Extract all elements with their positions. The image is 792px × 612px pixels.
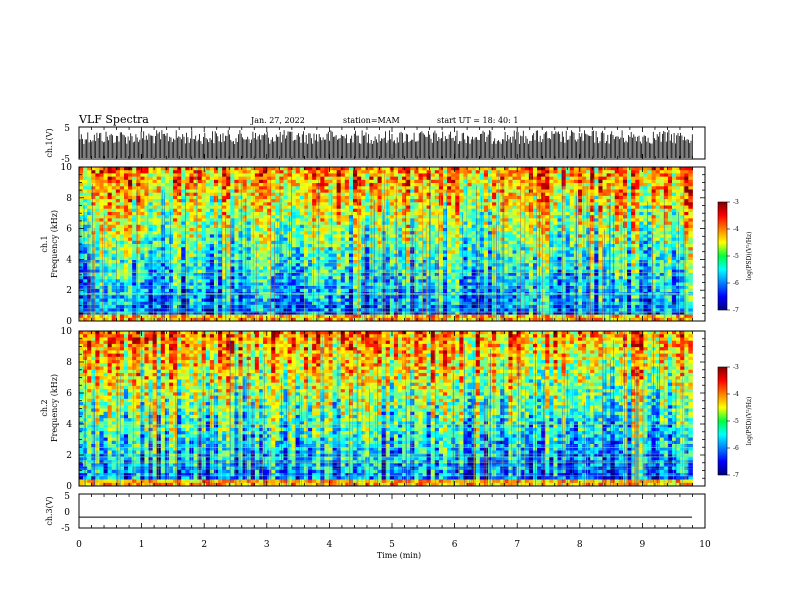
ch1-spectrogram-ticks [78, 166, 706, 322]
ch2-spectrogram-ytick-1: 2 [66, 451, 72, 461]
ch2-spectrogram-ytick-2: 4 [66, 420, 72, 430]
ch1-colorbar-tick-3: -6 [733, 280, 739, 287]
start-ut-label: start UT = 18: 40: 1 [437, 116, 518, 125]
ch2-spectrogram-ytick-3: 6 [66, 389, 72, 399]
time-axis-label: Time (min) [377, 551, 421, 560]
time-axis-tick-4: 4 [327, 540, 333, 550]
ch1-waveform-ticks [78, 127, 706, 159]
ch2-colorbar-tick-3: -6 [733, 445, 739, 452]
ch3-waveform-panel: 5 0 -5 ch.3(V) [45, 492, 706, 534]
ch2-colorbar-tick-2: -5 [733, 418, 739, 425]
ch2-spectrogram-ytick-4: 8 [66, 358, 72, 368]
ch1-spectrogram-ytick-1: 2 [66, 286, 72, 296]
ch1-ytick-bottom: -5 [61, 155, 70, 165]
time-axis-tick-7: 7 [514, 540, 520, 550]
figure-title: VLF Spectra [78, 113, 149, 126]
ch1-ytick-top: 5 [64, 124, 70, 134]
ch2-spectrogram-ylabel-channel: ch.2 [40, 399, 49, 416]
date-label: Jan. 27, 2022 [250, 116, 305, 125]
ch1-colorbar [717, 201, 728, 311]
ch1-spectrogram-ytick-4: 8 [66, 194, 72, 204]
time-axis-tick-6: 6 [452, 540, 458, 550]
ch2-colorbar-tick-1: -4 [733, 391, 739, 398]
ch3-ytick-mid: 0 [64, 508, 70, 518]
time-axis-tick-labels: 0 1 2 3 4 5 6 7 8 9 10 [76, 540, 711, 550]
ch3-waveform-ylabel: ch.3(V) [45, 496, 54, 525]
ch2-spectrogram-ytick-0: 0 [66, 482, 72, 492]
ch3-waveform-ticks [78, 494, 706, 528]
ch2-colorbar-tick-0: -3 [733, 364, 739, 371]
ch2-colorbar-label: log(PSD)(V²/Hz) [746, 397, 753, 446]
ch1-colorbar-tick-4: -7 [733, 307, 739, 314]
ch1-spectrogram-heatmap [79, 167, 693, 322]
ch1-colorbar-label: log(PSD)(V²/Hz) [746, 232, 753, 281]
ch3-ytick-top: 5 [64, 492, 70, 502]
ch1-colorbar-tick-0: -3 [733, 199, 739, 206]
ch1-waveform-ylabel: ch.1(V) [45, 128, 54, 157]
ch1-colorbar-tick-2: -5 [733, 253, 739, 260]
ch1-spectrogram-ytick-3: 6 [66, 225, 72, 235]
ch2-spectrogram-ytick-5: 10 [61, 327, 73, 337]
time-axis-tick-0: 0 [76, 540, 82, 550]
ch2-colorbar [717, 366, 728, 476]
time-axis-tick-5: 5 [389, 540, 395, 550]
ch2-spectrogram-heatmap [79, 331, 693, 487]
time-axis-tick-2: 2 [201, 540, 207, 550]
ch3-ytick-bottom: -5 [61, 524, 70, 534]
ch1-waveform-line [79, 130, 693, 158]
ch1-spectrogram-ylabel-channel: ch.1 [40, 235, 49, 252]
ch1-colorbar-tick-1: -4 [733, 226, 739, 233]
ch1-spectrogram-ytick-0: 0 [66, 317, 72, 327]
time-axis-tick-9: 9 [640, 540, 646, 550]
ch2-spectrogram-ylabel-frequency: Frequency (kHz) [50, 374, 59, 442]
ch1-waveform-trace [79, 130, 693, 158]
ch1-spectrogram-ytick-5: 10 [61, 163, 73, 173]
time-axis-tick-3: 3 [264, 540, 270, 550]
ch2-spectrogram-ticks [78, 330, 706, 487]
ch1-spectrogram-ylabel-frequency: Frequency (kHz) [50, 210, 59, 278]
ch1-waveform-panel: 5 -5 ch.1(V) [45, 124, 706, 165]
time-axis-tick-10: 10 [699, 540, 711, 550]
ch1-spectrogram-ytick-2: 4 [66, 255, 72, 265]
ch2-colorbar-tick-4: -7 [733, 472, 739, 479]
time-axis-tick-1: 1 [139, 540, 145, 550]
station-label: station=MAM [343, 116, 400, 125]
time-axis-tick-8: 8 [577, 540, 583, 550]
